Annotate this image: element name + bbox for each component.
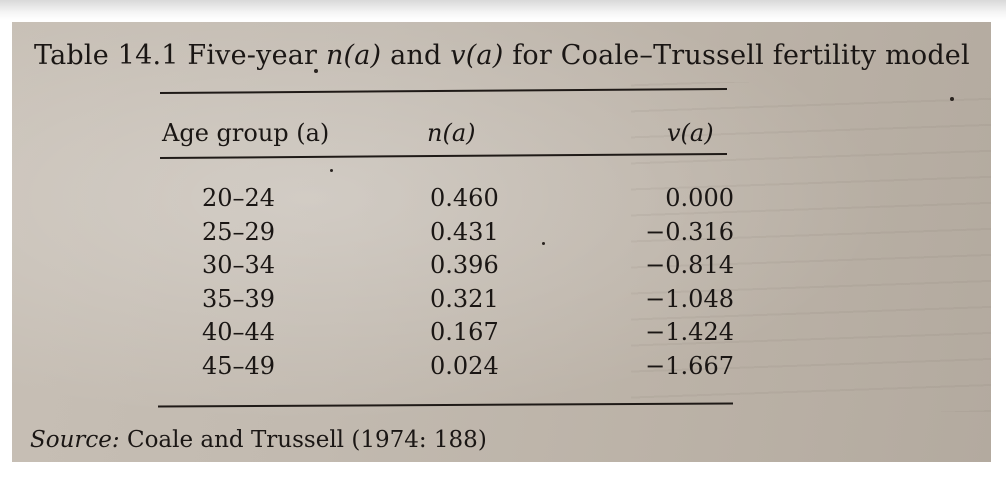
- title-and: and: [381, 40, 451, 71]
- table-header-rule: [160, 153, 727, 159]
- cell-age: 45–49: [202, 351, 276, 380]
- cell-v: −1.424: [645, 318, 734, 346]
- source-text: Coale and Trussell (1974: 188): [119, 427, 487, 453]
- cell-n: 0.024: [430, 351, 499, 380]
- cell-v: 0.000: [665, 184, 734, 212]
- book-page: Table 14.1 Five-year n(a) and v(a) for C…: [12, 22, 991, 462]
- cell-age: 20–24: [202, 184, 276, 212]
- ink-speck: [330, 169, 333, 172]
- title-na: n(a): [325, 40, 382, 71]
- cell-age: 25–29: [202, 217, 276, 246]
- title-va: v(a): [450, 40, 504, 71]
- header-age-group: Age group (a): [162, 119, 330, 147]
- title-suffix: for Coale–Trussell fertility model: [503, 40, 970, 71]
- source-label: Source:: [30, 427, 120, 453]
- cell-v: −1.667: [645, 351, 734, 380]
- cell-n: 0.431: [430, 217, 499, 246]
- cell-n: 0.460: [430, 184, 499, 212]
- table-title: Table 14.1 Five-year n(a) and v(a) for C…: [34, 40, 984, 71]
- ink-speck: [950, 97, 954, 101]
- header-n-a: n(a): [427, 119, 476, 147]
- header-v-a: v(a): [667, 119, 714, 147]
- column-v-a: 0.000 −0.316 −0.814 −1.048 −1.424 −1.667: [634, 182, 734, 383]
- ink-speck: [314, 69, 318, 73]
- table-top-rule: [159, 88, 728, 94]
- column-age-group: 20–24 25–29 30–34 35–39 40–44 45–49: [202, 182, 275, 383]
- cell-age: 35–39: [202, 284, 276, 313]
- cell-v: −0.316: [645, 217, 734, 246]
- table-bottom-rule: [157, 402, 734, 408]
- top-shadow: [0, 0, 1006, 20]
- column-n-a: 0.460 0.431 0.396 0.321 0.167 0.024: [430, 182, 499, 383]
- cell-v: −1.048: [645, 284, 734, 313]
- cell-age: 40–44: [202, 318, 276, 346]
- cell-v: −0.814: [645, 251, 734, 279]
- source-note: Source: Coale and Trussell (1974: 188): [30, 427, 487, 453]
- title-prefix: Table 14.1 Five-year: [34, 40, 326, 71]
- cell-n: 0.396: [430, 251, 499, 279]
- ink-speck: [542, 242, 545, 245]
- cell-n: 0.167: [430, 318, 499, 346]
- cell-n: 0.321: [430, 284, 499, 313]
- cell-age: 30–34: [202, 251, 276, 279]
